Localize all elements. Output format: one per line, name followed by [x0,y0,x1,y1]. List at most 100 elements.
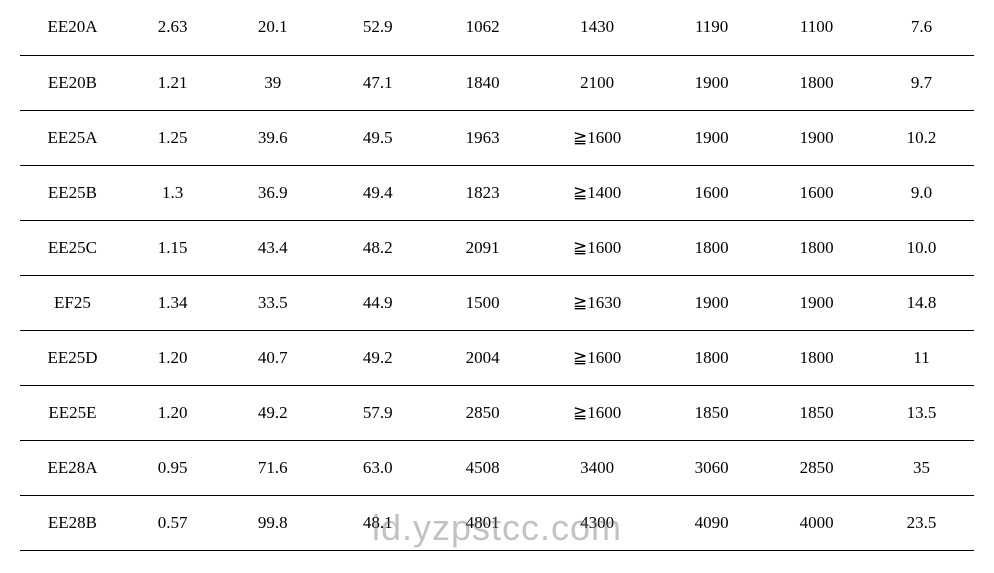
table-cell: 1100 [764,0,869,55]
table-cell: 43.4 [220,220,325,275]
table-cell: 3060 [659,440,764,495]
table-cell: 2100 [535,55,659,110]
table-row: EE20B1.213947.118402100190018009.7 [20,55,974,110]
table-cell: 0.95 [125,440,220,495]
table-cell: 4801 [430,495,535,550]
table-cell: 2850 [430,385,535,440]
table-cell: 1800 [659,220,764,275]
table-cell: 9.0 [869,165,974,220]
table-cell: 2091 [430,220,535,275]
table-cell: 49.2 [220,385,325,440]
table-cell: EE28B [20,495,125,550]
table-cell: 13.5 [869,385,974,440]
table-cell: EF25 [20,275,125,330]
table-cell: 10.2 [869,110,974,165]
data-table: EE20A2.6320.152.910621430119011007.6EE20… [20,0,974,551]
table-cell: 10.0 [869,220,974,275]
table-cell: 49.4 [325,165,430,220]
table-cell: 1.25 [125,110,220,165]
table-cell: 1.21 [125,55,220,110]
table-cell: ≧1600 [535,385,659,440]
table-cell: 1.20 [125,330,220,385]
table-cell: 1963 [430,110,535,165]
table-cell: EE25C [20,220,125,275]
table-cell: 1600 [764,165,869,220]
table-row: EF251.3433.544.91500≧16301900190014.8 [20,275,974,330]
table-cell: 99.8 [220,495,325,550]
table-cell: 4508 [430,440,535,495]
table-cell: 1900 [659,275,764,330]
table-cell: 2.63 [125,0,220,55]
table-cell: 1800 [764,330,869,385]
table-cell: EE20B [20,55,125,110]
table-cell: 1062 [430,0,535,55]
table-cell: 63.0 [325,440,430,495]
table-row: EE25C1.1543.448.22091≧16001800180010.0 [20,220,974,275]
table-cell: 49.5 [325,110,430,165]
table-cell: 4090 [659,495,764,550]
table-cell: 44.9 [325,275,430,330]
table-cell: 23.5 [869,495,974,550]
table-cell: ≧1630 [535,275,659,330]
table-cell: 1.15 [125,220,220,275]
table-cell: 1600 [659,165,764,220]
table-row: EE25A1.2539.649.51963≧16001900190010.2 [20,110,974,165]
table-row: EE20A2.6320.152.910621430119011007.6 [20,0,974,55]
table-cell: ≧1400 [535,165,659,220]
table-cell: EE25E [20,385,125,440]
table-cell: 1823 [430,165,535,220]
table-cell: 1190 [659,0,764,55]
table-cell: 11 [869,330,974,385]
table-cell: 39 [220,55,325,110]
table-cell: 1800 [659,330,764,385]
table-cell: 48.1 [325,495,430,550]
table-cell: 9.7 [869,55,974,110]
table-cell: 1850 [659,385,764,440]
table-cell: 1.3 [125,165,220,220]
table-cell: 39.6 [220,110,325,165]
table-row: EE25B1.336.949.41823≧1400160016009.0 [20,165,974,220]
table-row: EE28A0.9571.663.0450834003060285035 [20,440,974,495]
table-cell: ≧1600 [535,330,659,385]
table-row: EE28B0.5799.848.1480143004090400023.5 [20,495,974,550]
table-cell: 48.2 [325,220,430,275]
table-cell: 1430 [535,0,659,55]
table-cell: 1900 [659,55,764,110]
table-cell: 1.20 [125,385,220,440]
table-cell: EE28A [20,440,125,495]
table-cell: 1.34 [125,275,220,330]
table-cell: 7.6 [869,0,974,55]
table-cell: EE25B [20,165,125,220]
table-cell: 1800 [764,220,869,275]
table-cell: 47.1 [325,55,430,110]
table-cell: 1840 [430,55,535,110]
table-cell: 1900 [764,275,869,330]
table-cell: 14.8 [869,275,974,330]
table-cell: 1800 [764,55,869,110]
table-row: EE25D1.2040.749.22004≧16001800180011 [20,330,974,385]
table-cell: 1900 [659,110,764,165]
table-cell: 4300 [535,495,659,550]
table-cell: 1850 [764,385,869,440]
table-cell: 57.9 [325,385,430,440]
table-cell: 71.6 [220,440,325,495]
table-body: EE20A2.6320.152.910621430119011007.6EE20… [20,0,974,550]
table-cell: 4000 [764,495,869,550]
table-cell: 1500 [430,275,535,330]
table-row: EE25E1.2049.257.92850≧16001850185013.5 [20,385,974,440]
table-cell: 35 [869,440,974,495]
table-container: EE20A2.6320.152.910621430119011007.6EE20… [0,0,994,551]
table-cell: 0.57 [125,495,220,550]
table-cell: EE25A [20,110,125,165]
table-cell: 52.9 [325,0,430,55]
table-cell: 49.2 [325,330,430,385]
table-cell: 2850 [764,440,869,495]
table-cell: 20.1 [220,0,325,55]
table-cell: EE25D [20,330,125,385]
table-cell: ≧1600 [535,110,659,165]
table-cell: ≧1600 [535,220,659,275]
table-cell: 3400 [535,440,659,495]
table-cell: 40.7 [220,330,325,385]
table-cell: EE20A [20,0,125,55]
table-cell: 33.5 [220,275,325,330]
